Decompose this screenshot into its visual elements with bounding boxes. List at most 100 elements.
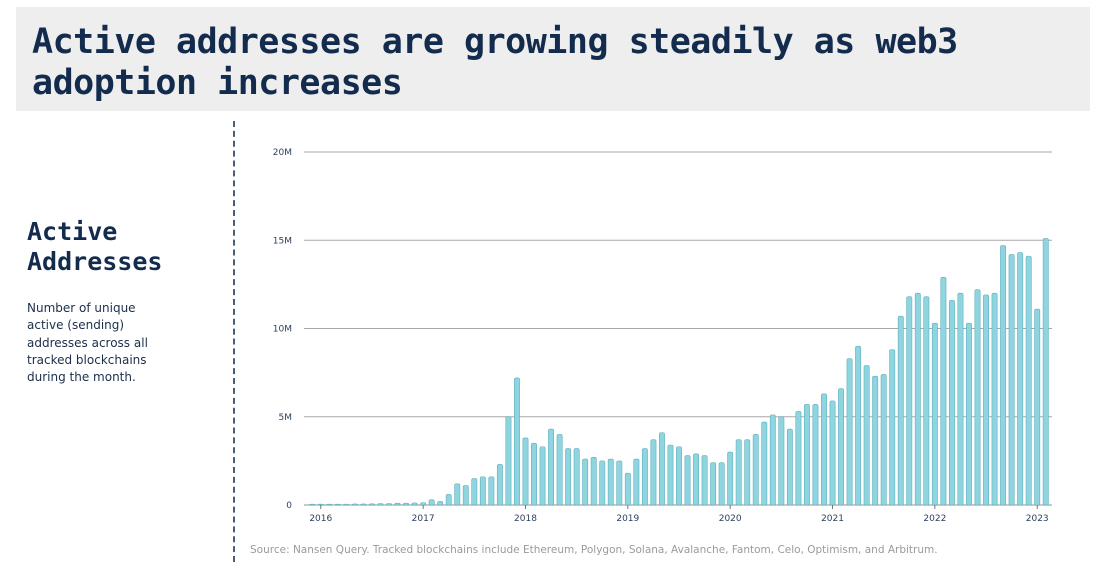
bar-month-40 [641, 448, 648, 506]
bar-month-22 [488, 476, 495, 506]
bar-month-12 [403, 502, 410, 506]
bar-month-66 [863, 365, 870, 506]
bar-month-39 [633, 458, 640, 506]
bar-month-57 [786, 428, 793, 506]
bar-month-82 [1000, 245, 1007, 506]
bar-month-3 [326, 503, 333, 506]
bar-month-42 [658, 432, 665, 506]
bar-month-87 [1042, 238, 1049, 506]
bar-month-54 [761, 421, 768, 506]
bar-month-11 [394, 502, 401, 506]
bar-month-84 [1017, 252, 1024, 506]
bar-month-47 [701, 455, 708, 506]
bar-month-77 [957, 292, 964, 506]
page-title: Active addresses are growing steadily as… [32, 22, 958, 103]
bar-month-29 [548, 428, 555, 506]
bar-month-18 [454, 483, 461, 506]
bar-month-65 [855, 345, 862, 506]
bar-month-80 [983, 294, 989, 506]
bar-month-19 [462, 485, 469, 506]
bar-month-76 [948, 299, 955, 506]
y-tick-label: 20M [273, 148, 292, 158]
bar-month-17 [445, 494, 452, 506]
bar-month-1 [309, 503, 316, 506]
bar-month-4 [334, 503, 341, 506]
bar-month-69 [889, 349, 896, 506]
bar-month-64 [846, 358, 853, 506]
bar-month-25 [514, 377, 520, 506]
bar-month-48 [710, 462, 717, 506]
bar-month-20 [471, 478, 478, 506]
title-banner: Active addresses are growing steadily as… [16, 7, 1090, 111]
bar-month-49 [718, 462, 725, 506]
x-tick-label-2022: 2022 [923, 514, 946, 524]
bar-month-36 [607, 458, 614, 506]
bar-month-72 [914, 292, 921, 506]
bar-month-60 [812, 404, 819, 506]
bar-month-35 [599, 460, 606, 506]
bar-month-50 [727, 451, 734, 506]
bar-month-8 [369, 503, 375, 506]
bar-month-58 [795, 411, 802, 506]
chart-bars [309, 238, 1049, 506]
bar-month-30 [556, 434, 563, 506]
bar-month-67 [872, 375, 879, 506]
bar-month-15 [428, 499, 435, 506]
x-tick-label-2017: 2017 [412, 514, 435, 524]
bar-month-13 [411, 502, 418, 506]
bar-month-43 [667, 444, 674, 506]
bar-month-41 [650, 439, 657, 506]
chart-labels: 0 5M 10M 15M 20M 2016 2017 2018 2019 2020 2021 2022… [273, 148, 1049, 524]
bar-month-37 [616, 460, 623, 506]
bar-month-23 [496, 464, 503, 506]
chart-section-title: Active Addresses [27, 217, 163, 276]
bar-month-62 [829, 400, 836, 506]
bar-month-61 [821, 393, 827, 506]
bar-month-71 [906, 296, 913, 506]
bar-month-74 [931, 322, 938, 506]
bar-month-59 [803, 404, 810, 506]
bar-month-32 [573, 448, 580, 506]
vertical-divider [233, 121, 235, 562]
chart-description: Number of unique active (sending) addres… [27, 301, 148, 385]
bar-month-86 [1034, 308, 1041, 506]
bar-month-81 [991, 292, 998, 506]
x-tick-label-2020: 2020 [719, 514, 742, 524]
bar-month-83 [1008, 254, 1015, 506]
bar-month-28 [539, 446, 546, 506]
bar-month-70 [897, 315, 904, 506]
x-tick-label-2019: 2019 [616, 514, 639, 524]
bar-month-46 [693, 453, 700, 506]
bar-month-45 [684, 455, 691, 506]
bar-month-73 [923, 296, 930, 506]
bar-month-24 [505, 416, 512, 506]
bar-month-53 [752, 434, 759, 506]
bar-month-2 [317, 503, 324, 506]
bar-month-7 [360, 503, 367, 506]
x-tick-label-2018: 2018 [514, 514, 537, 524]
bar-month-52 [744, 439, 751, 506]
bar-month-21 [479, 476, 486, 506]
bar-month-44 [676, 446, 682, 506]
x-tick-label-2023: 2023 [1026, 514, 1049, 524]
y-tick-label: 15M [273, 236, 292, 246]
bar-month-56 [778, 416, 785, 506]
bar-month-16 [437, 501, 444, 506]
bar-month-79 [974, 289, 981, 506]
bar-month-63 [838, 388, 844, 506]
x-tick-label-2021: 2021 [821, 514, 844, 524]
source-note: Source: Nansen Query. Tracked blockchain… [250, 544, 938, 556]
bar-month-26 [522, 437, 529, 506]
bar-month-75 [940, 277, 947, 506]
bar-month-33 [582, 458, 589, 506]
y-tick-label: 5M [279, 413, 293, 423]
bar-month-9 [377, 503, 384, 506]
bar-month-85 [1025, 255, 1032, 506]
bar-month-14 [420, 502, 427, 506]
bar-month-5 [343, 503, 350, 506]
bar-month-78 [966, 322, 972, 506]
bar-month-51 [735, 439, 742, 506]
bar-month-55 [769, 414, 776, 506]
bar-month-31 [565, 448, 572, 506]
y-tick-label: 0 [286, 501, 292, 511]
